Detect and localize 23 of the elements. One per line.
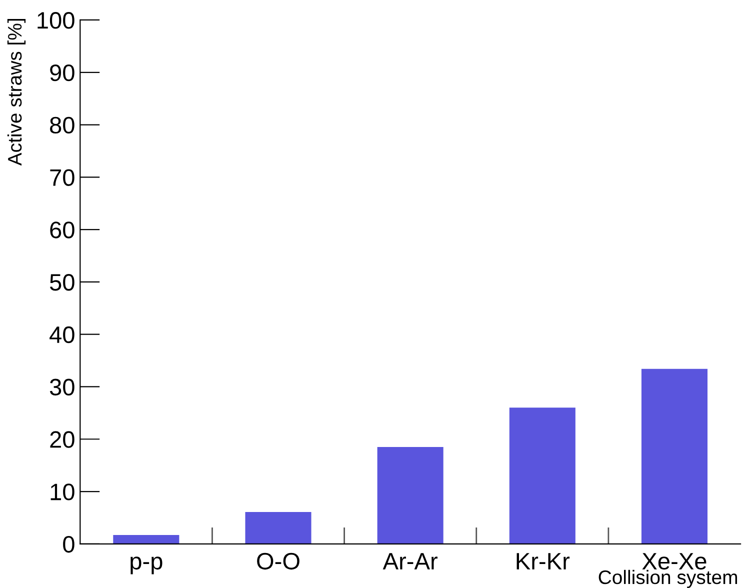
- bar: [113, 534, 180, 544]
- x-tick-label: Kr-Kr: [516, 553, 570, 570]
- y-tick-label: 20: [50, 431, 74, 448]
- bar: [377, 446, 444, 544]
- y-tick-label: 40: [50, 326, 74, 344]
- y-tick-label: 60: [50, 222, 74, 238]
- y-tick-label: 10: [50, 484, 74, 500]
- y-tick-label: 100: [38, 12, 74, 29]
- x-tick-label: Xe-Xe: [642, 553, 706, 570]
- bar: [509, 408, 576, 544]
- y-tick-label: 90: [50, 64, 74, 82]
- x-tick-label: O-O: [257, 552, 300, 570]
- y-tick-label: 70: [50, 169, 74, 186]
- y-tick-label: 30: [50, 378, 74, 396]
- x-axis-title: Collision system: [598, 570, 738, 588]
- y-tick-label: 0: [63, 536, 74, 553]
- x-tick-label: Ar-Ar: [382, 553, 438, 570]
- y-axis-title: Active straws [%]: [7, 19, 26, 166]
- bar: [641, 368, 708, 544]
- y-tick-label: 80: [50, 116, 74, 134]
- bar: [245, 512, 312, 544]
- x-tick-label: p-p: [130, 556, 162, 574]
- y-tick-label: 50: [50, 274, 74, 291]
